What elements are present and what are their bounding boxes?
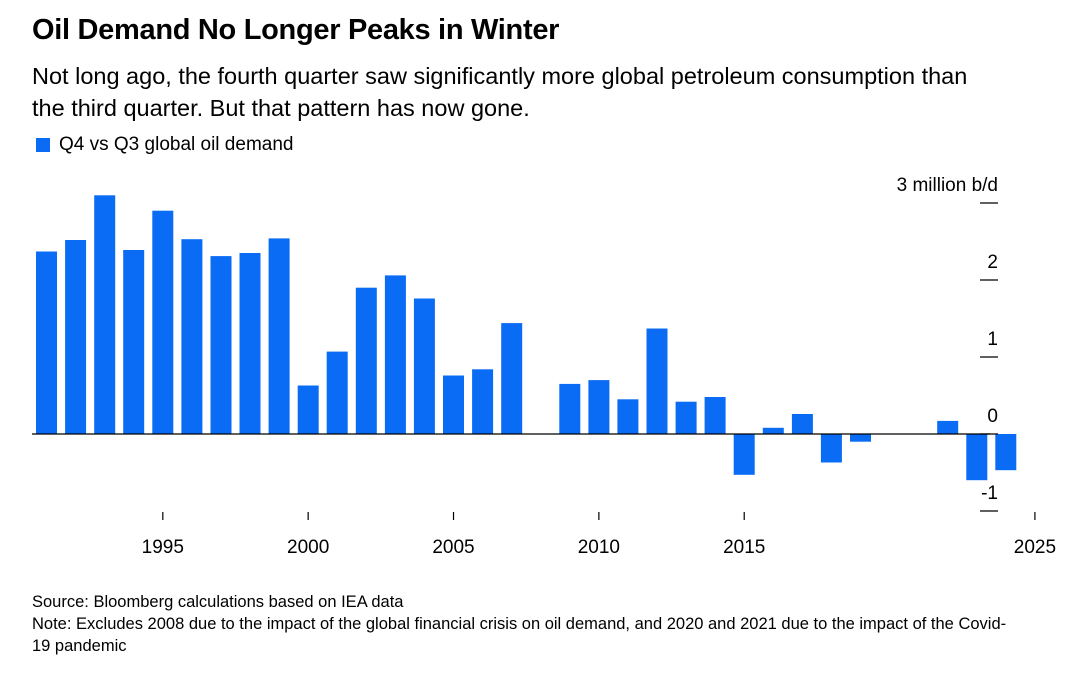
bar-2018 xyxy=(820,434,842,463)
bar-2013 xyxy=(675,401,697,434)
legend-swatch xyxy=(36,138,50,152)
source-note: Source: Bloomberg calculations based on … xyxy=(32,593,404,611)
x-axis: 1995 2000 2005 2010 2015 2025 xyxy=(142,512,1056,558)
chart-footer: Source: Bloomberg calculations based on … xyxy=(32,591,1022,657)
bar-2009 xyxy=(559,383,581,434)
bar-1991 xyxy=(36,251,57,434)
y-tick-label: 1 xyxy=(987,329,998,350)
bar-2016 xyxy=(762,427,784,434)
x-tick-label: 2025 xyxy=(1014,537,1056,558)
bar-1997 xyxy=(210,256,232,434)
x-tick-label: 2015 xyxy=(723,537,765,558)
bar-1992 xyxy=(65,240,87,434)
bar-1993 xyxy=(94,195,116,434)
bar-2017 xyxy=(791,414,813,434)
y-axis: 3 million b/d 2 1 0 -1 xyxy=(897,175,998,512)
bar-2019 xyxy=(850,434,871,442)
bar-1998 xyxy=(239,253,261,434)
bar-2007 xyxy=(501,323,523,434)
bar-2010 xyxy=(588,380,610,434)
bar-2023 xyxy=(966,434,988,481)
y-tick-label: 2 xyxy=(987,252,998,273)
bar-1995 xyxy=(152,210,174,434)
bar-2002 xyxy=(355,287,377,434)
chart-subtitle: Not long ago, the fourth quarter saw sig… xyxy=(32,63,968,121)
bar-2006 xyxy=(472,369,494,434)
bar-2012 xyxy=(646,328,668,434)
bar-chart: 3 million b/d 2 1 0 -1 1995 2000 2005 2010 2015 2… xyxy=(32,175,1056,558)
bar-2015 xyxy=(733,434,755,475)
bar-2022 xyxy=(937,420,959,434)
y-tick-label: -1 xyxy=(981,483,998,504)
bar-1994 xyxy=(123,250,145,434)
bar-2005 xyxy=(443,375,464,434)
bar-2024 xyxy=(995,434,1017,471)
y-tick-label: 3 million b/d xyxy=(897,175,998,196)
bar-1996 xyxy=(181,239,203,434)
bar-1999 xyxy=(268,238,290,434)
bar-2003 xyxy=(384,275,406,434)
x-tick-label: 2005 xyxy=(432,537,474,558)
x-tick-label: 1995 xyxy=(142,537,184,558)
legend-label: Q4 vs Q3 global oil demand xyxy=(59,134,294,155)
y-tick-label: 0 xyxy=(987,406,998,427)
x-tick-label: 2010 xyxy=(578,537,620,558)
bar-2001 xyxy=(326,351,348,434)
chart-legend: Q4 vs Q3 global oil demand xyxy=(36,134,293,156)
chart-title: Oil Demand No Longer Peaks in Winter xyxy=(32,14,560,46)
bar-2011 xyxy=(617,399,639,434)
bars-group xyxy=(36,195,1017,481)
bar-2014 xyxy=(704,397,726,434)
footnote: Note: Excludes 2008 due to the impact of… xyxy=(32,615,1007,655)
bar-2000 xyxy=(297,385,319,434)
bar-2004 xyxy=(413,298,435,434)
x-tick-label: 2000 xyxy=(287,537,329,558)
